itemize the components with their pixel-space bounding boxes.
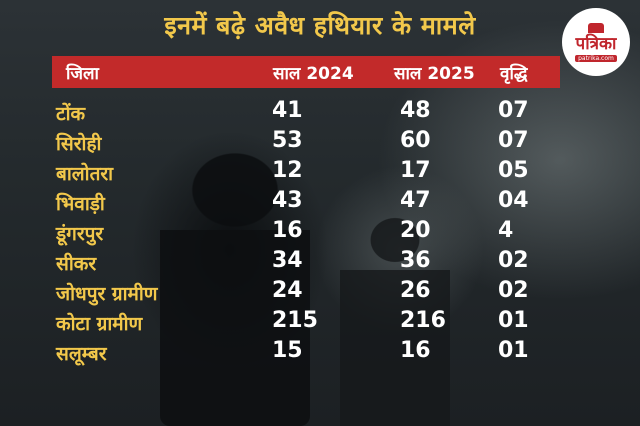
value-2025-cell: 20 (400, 218, 431, 243)
header-growth: वृद्धि (500, 64, 528, 84)
logo-name: पत्रिका (575, 33, 617, 54)
value-2024-cell: 53 (272, 128, 303, 153)
soldier-silhouette (160, 120, 310, 426)
logo-url: patrika.com (575, 54, 617, 62)
value-2025-cell: 36 (400, 248, 431, 273)
value-2025-cell: 60 (400, 128, 431, 153)
table-row: जोधपुर ग्रामीण 24 26 02 (0, 278, 640, 308)
table-row: कोटा ग्रामीण 215 216 01 (0, 308, 640, 338)
table-row: सिरोही 53 60 07 (0, 128, 640, 158)
table-row: भिवाड़ी 43 47 04 (0, 188, 640, 218)
value-2025-cell: 16 (400, 338, 431, 363)
value-2024-cell: 43 (272, 188, 303, 213)
value-2024-cell: 12 (272, 158, 303, 183)
lion-emblem-icon (588, 22, 604, 33)
value-2024-cell: 41 (272, 98, 303, 123)
growth-cell: 01 (498, 308, 529, 333)
district-cell: सलूम्बर (56, 343, 107, 365)
header-2025: साल 2025 (394, 64, 475, 84)
table-row: सलूम्बर 15 16 01 (0, 338, 640, 368)
district-cell: जोधपुर ग्रामीण (56, 283, 158, 305)
growth-cell: 04 (498, 188, 529, 213)
growth-cell: 02 (498, 278, 529, 303)
district-cell: डूंगरपुर (56, 223, 104, 245)
patrika-logo: पत्रिका patrika.com (562, 8, 630, 76)
table-header: जिला साल 2024 साल 2025 वृद्धि (52, 56, 560, 88)
district-cell: बालोतरा (56, 163, 114, 185)
value-2024-cell: 215 (272, 308, 318, 333)
growth-cell: 01 (498, 338, 529, 363)
value-2025-cell: 48 (400, 98, 431, 123)
table-row: बालोतरा 12 17 05 (0, 158, 640, 188)
district-cell: सीकर (56, 253, 97, 275)
table-row: डूंगरपुर 16 20 4 (0, 218, 640, 248)
growth-cell: 02 (498, 248, 529, 273)
value-2025-cell: 47 (400, 188, 431, 213)
table-row: टोंक 41 48 07 (0, 98, 640, 128)
value-2024-cell: 15 (272, 338, 303, 363)
growth-cell: 4 (498, 218, 514, 243)
district-cell: कोटा ग्रामीण (56, 313, 143, 335)
value-2025-cell: 216 (400, 308, 446, 333)
growth-cell: 07 (498, 128, 529, 153)
value-2025-cell: 17 (400, 158, 431, 183)
growth-cell: 07 (498, 98, 529, 123)
district-cell: सिरोही (56, 133, 102, 155)
district-cell: भिवाड़ी (56, 193, 105, 215)
value-2024-cell: 24 (272, 278, 303, 303)
page-title: इनमें बढ़े अवैध हथियार के मामले (164, 11, 476, 40)
value-2024-cell: 34 (272, 248, 303, 273)
district-cell: टोंक (56, 103, 86, 125)
value-2024-cell: 16 (272, 218, 303, 243)
value-2025-cell: 26 (400, 278, 431, 303)
header-2024: साल 2024 (273, 64, 354, 84)
header-district: जिला (66, 64, 99, 84)
table-row: सीकर 34 36 02 (0, 248, 640, 278)
growth-cell: 05 (498, 158, 529, 183)
person-silhouette (340, 200, 450, 426)
